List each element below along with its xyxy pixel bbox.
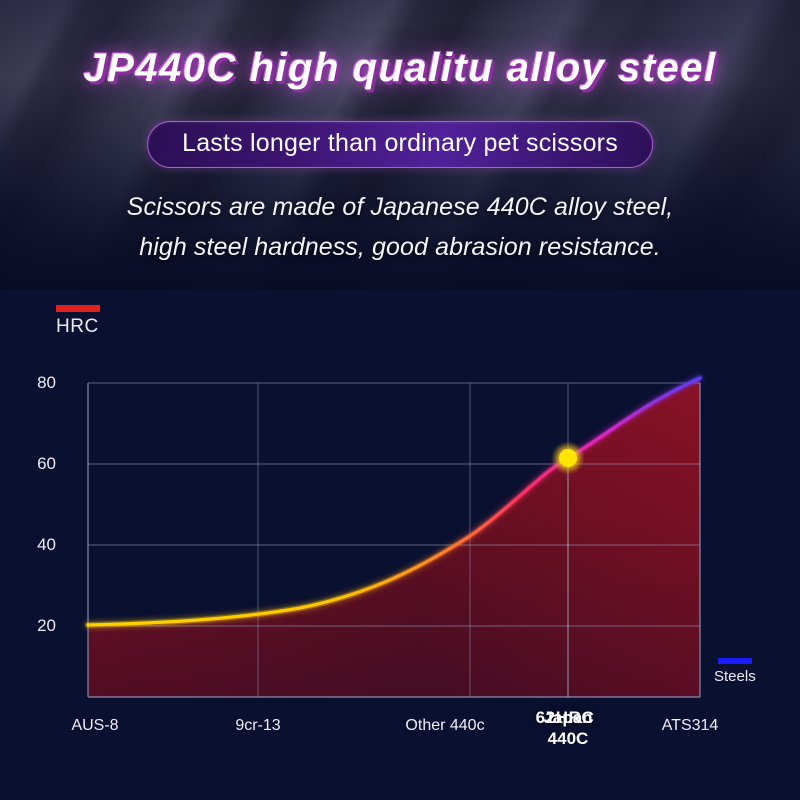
trend-curve [86, 376, 702, 627]
y-tick-60: 60 [37, 454, 56, 473]
x-tick-japan-440c: Japan 440C [543, 707, 592, 749]
hrc-axis-dash-icon [56, 305, 100, 312]
tagline-badge: Lasts longer than ordinary pet scissors [147, 121, 653, 168]
plot-frame [87, 383, 701, 698]
y-axis-title: HRC [56, 316, 99, 337]
x-tick-japan-line-2: 440C [547, 729, 589, 748]
annotation-62hrc: 62HRC [535, 708, 595, 727]
x-tick-aus-8: AUS-8 [71, 717, 119, 734]
marker-dot-62hrc[interactable] [559, 449, 577, 467]
y-tick-40: 40 [37, 535, 56, 554]
page-title: JP440C high qualitu alloy steel [83, 46, 717, 90]
y-tick-20: 20 [37, 616, 56, 635]
hero-subtitle-line-1: Scissors are made of Japanese 440C alloy… [126, 193, 674, 221]
x-tick-9cr-13: 9cr-13 [235, 717, 281, 734]
hero-subtitle-line-2: high steel hardness, good abrasion resis… [139, 233, 661, 261]
y-axis-ticks: 20 40 60 80 [18, 290, 56, 800]
hero-subtitle: Scissors are made of Japanese 440C alloy… [0, 187, 800, 267]
steels-legend-dash-icon [718, 658, 752, 664]
hardness-chart: HRC 20 40 60 80 [0, 290, 800, 800]
x-tick-ats314: ATS314 [661, 717, 719, 734]
x-tick-other-440c: Other 440c [405, 717, 485, 734]
area-fill-shade [88, 378, 700, 697]
x-tick-japan-line-1: Japan [543, 708, 593, 727]
chart-plot-area [85, 375, 703, 698]
x-axis-ticks: AUS-8 9cr-13 Other 440c Japan 440C ATS314 [0, 702, 800, 792]
x-axis-title: Steels [714, 668, 756, 685]
horizontal-gridlines [88, 382, 700, 627]
y-tick-80: 80 [37, 373, 56, 392]
